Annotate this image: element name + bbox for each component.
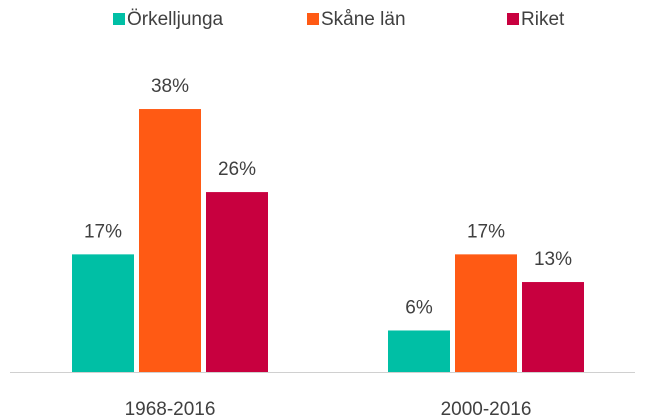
bar [455,254,517,372]
x-tick-label: 2000-2016 [441,399,532,420]
legend-label: Örkelljunga [127,9,224,30]
data-label: 13% [534,249,572,270]
bar [206,192,268,372]
legend-swatch [307,13,319,25]
legend-label: Skåne län [321,9,406,30]
data-label: 17% [467,221,505,242]
legend-label: Riket [521,9,565,30]
bar [522,282,584,372]
data-label: 38% [151,76,189,97]
data-label: 6% [405,297,433,318]
legend-swatch [507,13,519,25]
legend-swatch [113,13,125,25]
bar [139,109,201,372]
bar [388,330,450,372]
bar [72,254,134,372]
x-tick-label: 1968-2016 [125,399,216,420]
data-label: 17% [84,221,122,242]
data-label: 26% [218,159,256,180]
